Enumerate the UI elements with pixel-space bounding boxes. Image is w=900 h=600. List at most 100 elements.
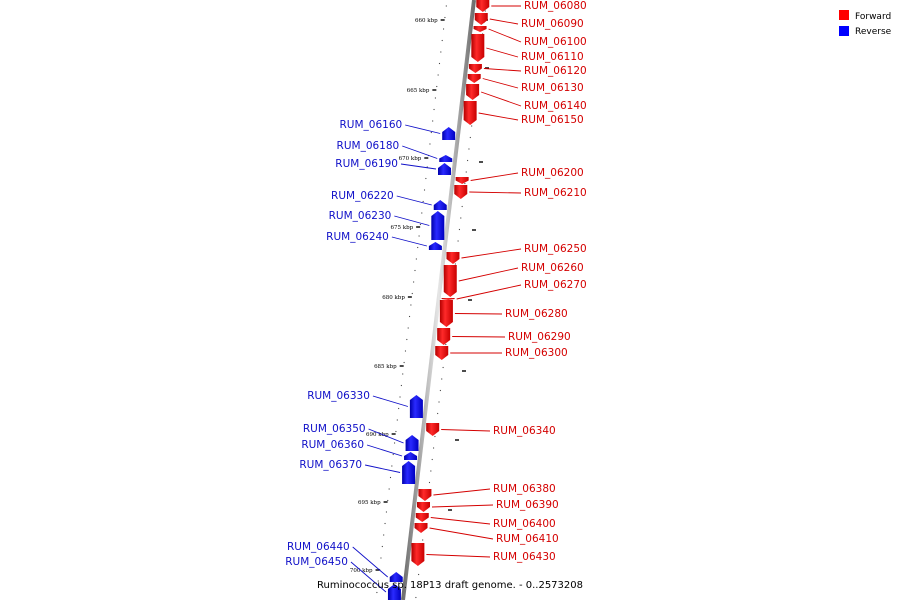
- gene-feature[interactable]: [471, 34, 485, 62]
- gene-feature[interactable]: [431, 211, 445, 240]
- gene-feature[interactable]: [476, 0, 490, 12]
- minor-tick: [419, 223, 422, 226]
- gene-label[interactable]: RUM_06350: [303, 423, 366, 435]
- gene-feature[interactable]: [439, 300, 453, 327]
- gene-feature[interactable]: [409, 395, 423, 418]
- leader-line: [470, 172, 519, 181]
- gene-feature[interactable]: [473, 26, 487, 32]
- gene-label[interactable]: RUM_06190: [335, 158, 398, 170]
- gene-feature[interactable]: [405, 435, 419, 451]
- leader-line: [483, 68, 522, 72]
- gene-label[interactable]: RUM_06300: [505, 347, 568, 359]
- gene-label[interactable]: RUM_06130: [521, 82, 584, 94]
- legend: Forward Reverse: [839, 10, 892, 37]
- leader-line: [433, 488, 491, 496]
- gene-label[interactable]: RUM_06380: [493, 483, 556, 495]
- gene-label[interactable]: RUM_06090: [521, 18, 584, 30]
- gene-label[interactable]: RUM_06100: [524, 36, 587, 48]
- gene-feature[interactable]: [389, 572, 403, 582]
- minor-tick: [437, 412, 439, 415]
- minor-tick: [421, 212, 423, 214]
- leader-line: [486, 47, 519, 58]
- gene-label[interactable]: RUM_06250: [524, 243, 587, 255]
- gene-label[interactable]: RUM_06140: [524, 100, 587, 112]
- gene-label[interactable]: RUM_06360: [301, 439, 364, 451]
- minor-tick: [418, 235, 420, 237]
- gene-feature[interactable]: [455, 177, 469, 184]
- gene-feature[interactable]: [428, 242, 442, 250]
- gene-label[interactable]: RUM_06240: [326, 231, 389, 243]
- gene-label[interactable]: RUM_06080: [524, 0, 587, 12]
- gene-feature[interactable]: [468, 64, 482, 73]
- minor-tick: [410, 304, 412, 306]
- leader-line: [429, 527, 494, 540]
- gene-label[interactable]: RUM_06180: [337, 140, 400, 152]
- minor-tick: [440, 51, 442, 53]
- gene-feature[interactable]: [404, 452, 418, 460]
- minor-tick: [445, 343, 447, 346]
- gene-label[interactable]: RUM_06260: [521, 262, 584, 274]
- gene-label[interactable]: RUM_06330: [307, 390, 370, 402]
- gene-label[interactable]: RUM_06150: [521, 114, 584, 126]
- gene-label[interactable]: RUM_06440: [287, 541, 350, 553]
- gene-label[interactable]: RUM_06210: [524, 187, 587, 199]
- gene-feature[interactable]: [402, 461, 416, 484]
- gene-label[interactable]: RUM_06430: [493, 551, 556, 563]
- gene-labels: RUM_06080 RUM_06090 RUM_06100 RUM_06110 RUM_…: [285, 0, 586, 568]
- gene-label[interactable]: RUM_06220: [331, 190, 394, 202]
- gene-feature[interactable]: [446, 252, 460, 264]
- minor-tick: [389, 476, 392, 479]
- tick-label: 680 kbp: [382, 295, 405, 301]
- gene-feature[interactable]: [463, 101, 477, 125]
- gene-feature[interactable]: [467, 74, 481, 83]
- minor-tick: [381, 545, 383, 548]
- gene-feature[interactable]: [418, 489, 432, 501]
- gene-label[interactable]: RUM_06400: [493, 518, 556, 530]
- gene-label[interactable]: RUM_06120: [524, 65, 587, 77]
- minor-tick: [380, 557, 382, 559]
- gene-label[interactable]: RUM_06370: [299, 459, 362, 471]
- gene-label[interactable]: RUM_06200: [521, 167, 584, 179]
- minor-tick: [432, 447, 435, 449]
- leader-line: [430, 517, 491, 525]
- leader-line: [396, 195, 432, 206]
- gene-feature[interactable]: [466, 84, 480, 100]
- minor-tick: [384, 522, 386, 525]
- legend-swatch-forward: [839, 10, 849, 20]
- minor-tick: [406, 338, 408, 341]
- minor-tick: [469, 136, 471, 139]
- leader-line: [454, 313, 503, 315]
- gene-feature[interactable]: [439, 155, 453, 162]
- gene-feature[interactable]: [441, 298, 455, 300]
- gene-feature[interactable]: [438, 163, 452, 175]
- gene-feature[interactable]: [415, 513, 429, 522]
- minor-tick: [416, 585, 418, 587]
- gene-feature[interactable]: [442, 127, 456, 140]
- gene-feature[interactable]: [414, 523, 428, 533]
- gene-label[interactable]: RUM_06410: [496, 533, 559, 545]
- gene-label[interactable]: RUM_06110: [521, 51, 584, 63]
- gene-feature[interactable]: [411, 543, 425, 566]
- gene-feature[interactable]: [435, 346, 449, 360]
- gene-feature[interactable]: [417, 502, 431, 512]
- gene-label[interactable]: RUM_06390: [496, 499, 559, 511]
- minor-tick: [404, 350, 407, 352]
- gene-feature[interactable]: [443, 265, 457, 297]
- gene-label[interactable]: RUM_06290: [508, 331, 571, 343]
- gene-label[interactable]: RUM_06280: [505, 308, 568, 320]
- gene-feature[interactable]: [454, 185, 468, 199]
- gene-label[interactable]: RUM_06160: [339, 119, 402, 131]
- gene-label[interactable]: RUM_06450: [285, 556, 348, 568]
- gene-feature[interactable]: [437, 328, 451, 345]
- minor-tick: [377, 580, 379, 582]
- gene-feature[interactable]: [426, 423, 440, 436]
- leader-line: [480, 91, 522, 107]
- gene-feature[interactable]: [474, 13, 488, 25]
- gene-label[interactable]: RUM_06340: [493, 425, 556, 437]
- leader-line: [489, 18, 519, 25]
- gene-label[interactable]: RUM_06270: [524, 279, 587, 291]
- gene-label[interactable]: RUM_06230: [329, 210, 392, 222]
- minor-tick: [423, 189, 426, 191]
- gene-feature[interactable]: [433, 200, 447, 210]
- gene-feature[interactable]: [387, 584, 401, 600]
